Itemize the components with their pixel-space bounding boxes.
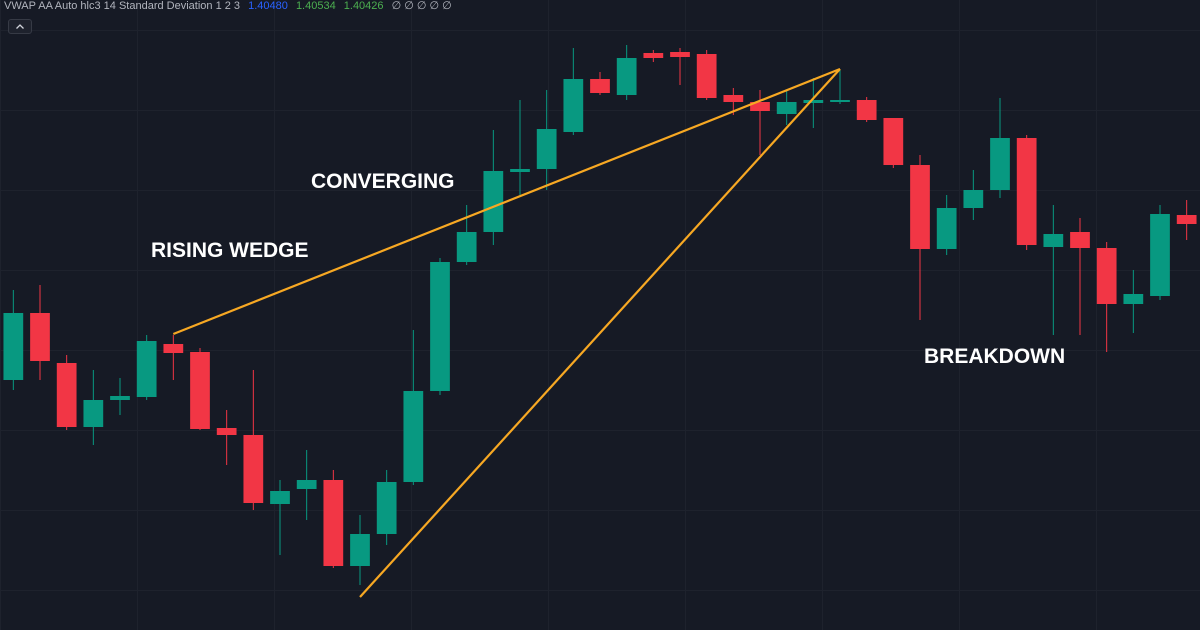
indicator-legend: VWAP AA Auto hlc3 14 Standard Deviation … [4, 0, 457, 14]
candle-body [963, 190, 984, 208]
candle-body [803, 100, 824, 103]
candle-body [3, 313, 24, 380]
annotation: RISING WEDGE [151, 239, 309, 262]
candle-body [243, 435, 264, 503]
candle-body [936, 208, 957, 249]
trend-line [172, 67, 841, 336]
candle-body [456, 232, 477, 262]
indicator-empty: ∅ ∅ ∅ ∅ ∅ [391, 0, 452, 12]
annotation: BREAKDOWN [924, 345, 1066, 368]
indicator-reading: 1.40426 [343, 0, 384, 12]
candle-body [750, 102, 770, 111]
candle-body [1150, 214, 1170, 296]
candle-body [376, 482, 397, 534]
candle-body [1176, 215, 1197, 224]
candle-body [723, 95, 744, 102]
candle-body [910, 165, 930, 249]
candle-body [590, 79, 610, 93]
candle-body [563, 79, 584, 132]
candle-body [696, 54, 717, 98]
collapse-button[interactable] [8, 19, 32, 34]
candle-body [163, 344, 184, 353]
candle-body [216, 428, 237, 435]
candle-body [110, 396, 130, 400]
indicator-reading: 1.40534 [295, 0, 336, 12]
candle-body [670, 52, 690, 57]
candle-body [350, 534, 370, 566]
candle-body [830, 100, 850, 102]
candle-body [430, 262, 450, 391]
candle-body [296, 480, 317, 489]
chevron-icon [16, 24, 24, 29]
candle-body [1016, 138, 1037, 245]
candle-body [1043, 234, 1064, 247]
trend-line [359, 68, 841, 598]
candle-body [856, 100, 877, 120]
indicator-reading: 1.40480 [248, 0, 288, 12]
candle-body [483, 171, 504, 232]
candle-body [83, 400, 104, 427]
candle-body [323, 480, 344, 566]
candle-body [136, 341, 157, 397]
candle-body [1096, 248, 1117, 304]
candle-body [30, 313, 50, 361]
candle-body [1123, 294, 1144, 304]
candle-body [643, 53, 664, 58]
candle-body [1070, 232, 1090, 248]
annotation: CONVERGING [311, 170, 455, 193]
candle-body [270, 491, 290, 504]
candle-body [883, 118, 904, 165]
candle-body [56, 363, 77, 427]
candle-body [616, 58, 637, 95]
candle-body [776, 102, 797, 114]
candle-body [990, 138, 1010, 190]
candle-body [536, 129, 557, 169]
candle-body [403, 391, 424, 482]
candle-body [190, 352, 210, 429]
indicator-name: VWAP AA Auto hlc3 14 Standard Deviation … [4, 0, 241, 12]
candle-body [510, 169, 530, 172]
